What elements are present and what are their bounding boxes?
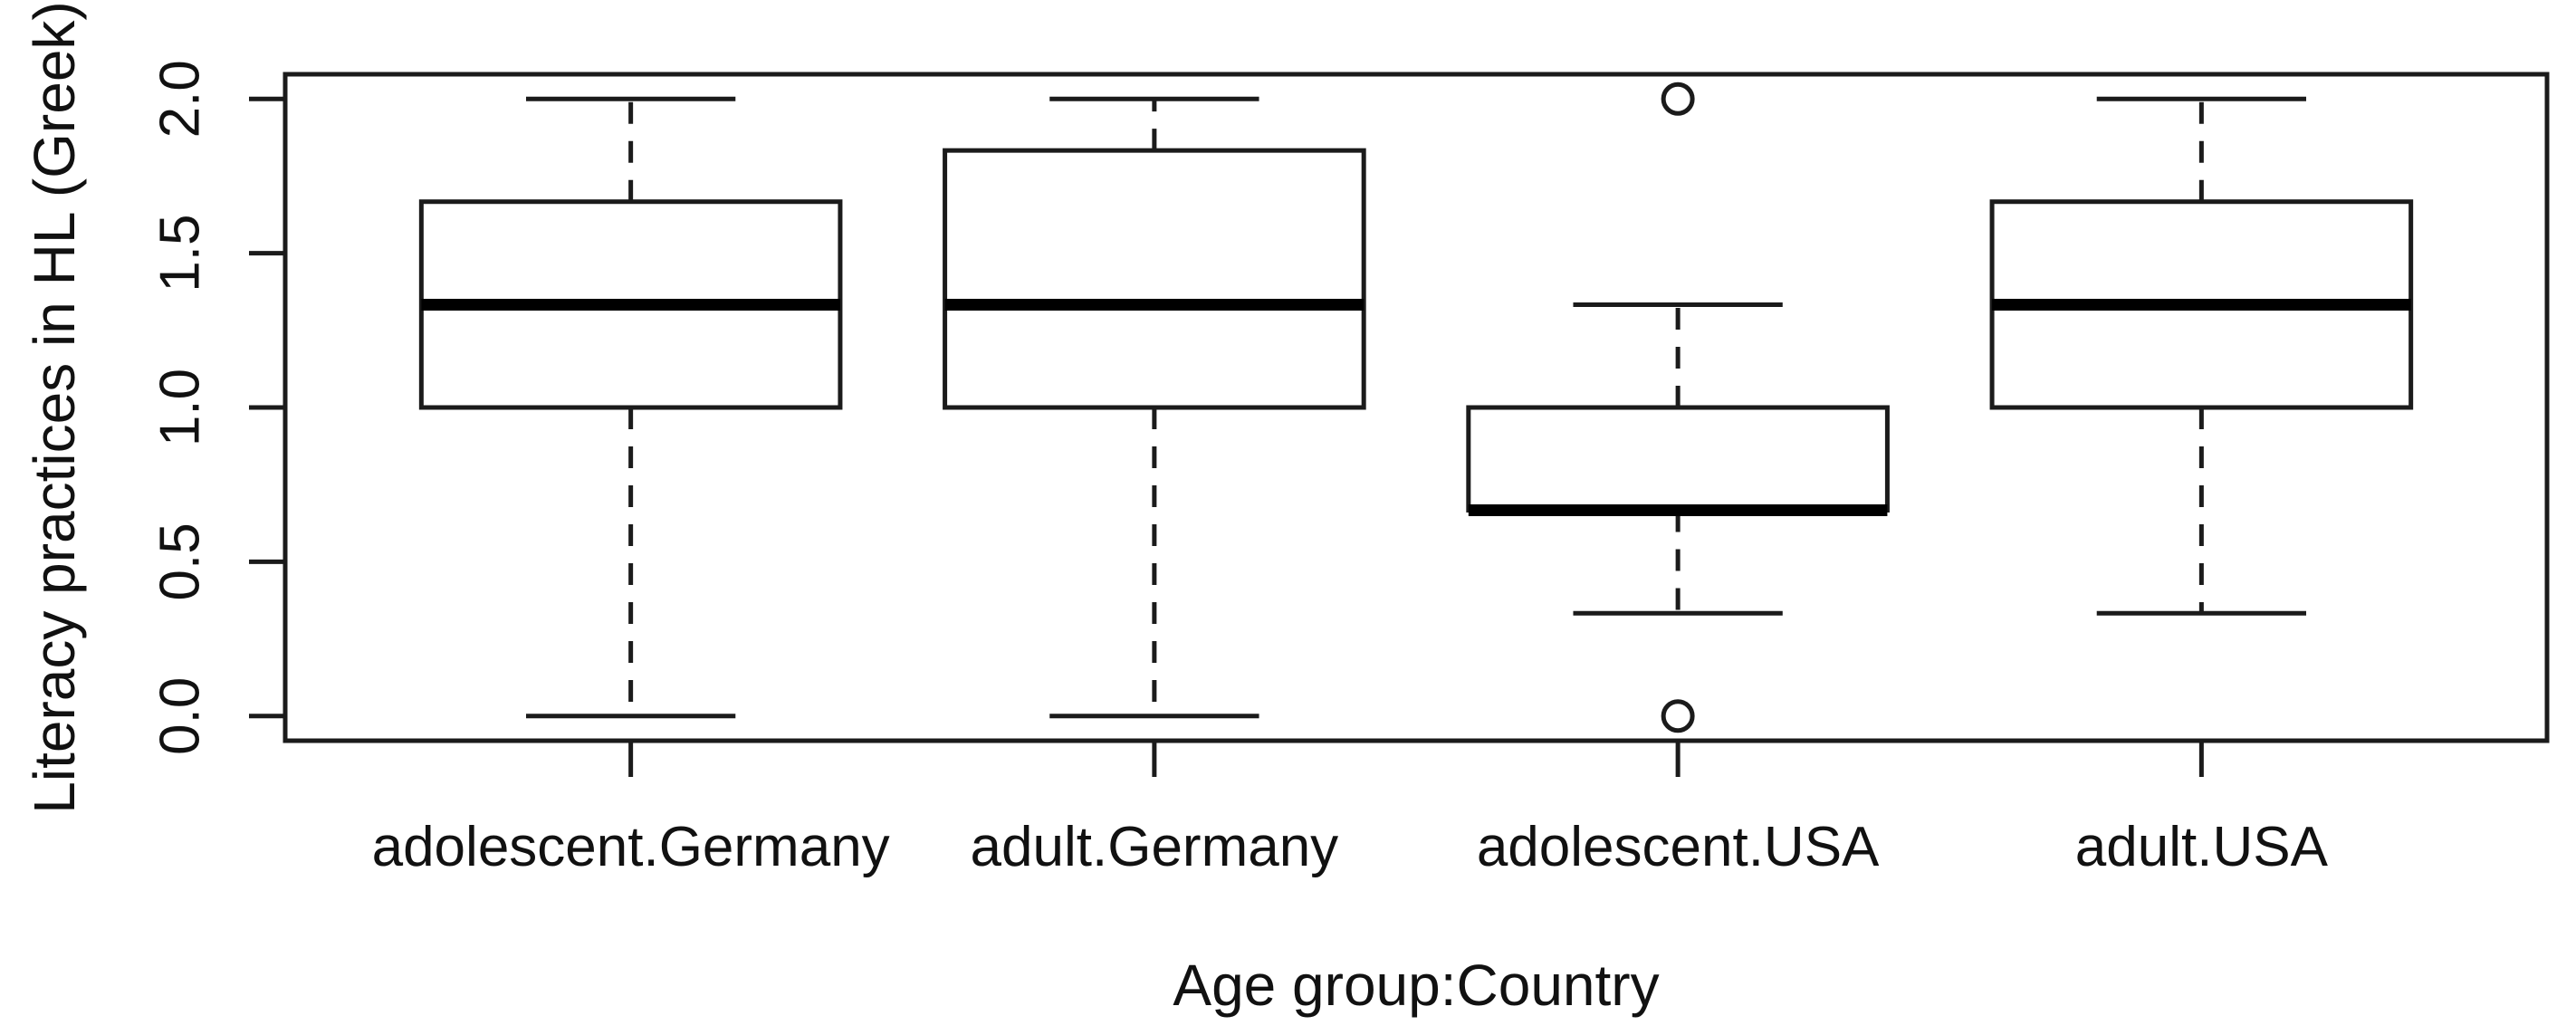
y-tick-label: 0.0 xyxy=(148,677,211,755)
plot-area: 0.0 0.5 1.0 1.5 2.0 adolescent.Germany adult.G… xyxy=(148,60,2550,878)
x-category-label: adult.USA xyxy=(2075,816,2329,878)
x-category-label: adolescent.USA xyxy=(1477,816,1880,878)
y-tick-label: 2.0 xyxy=(148,60,211,138)
x-category-label: adult.Germany xyxy=(971,816,1339,878)
y-tick-label: 1.5 xyxy=(148,215,211,292)
outlier-point xyxy=(1661,699,1695,733)
x-category-label: adolescent.Germany xyxy=(372,816,890,878)
box-iqr xyxy=(943,148,1366,410)
box-iqr xyxy=(1466,405,1890,513)
y-axis-title: Literacy practices in HL (Greek) xyxy=(22,1,87,813)
y-tick-label: 0.5 xyxy=(148,522,211,600)
y-tick-label: 1.0 xyxy=(148,369,211,446)
x-axis-title: Age group:Country xyxy=(1173,953,1659,1018)
outlier-point xyxy=(1661,81,1695,116)
